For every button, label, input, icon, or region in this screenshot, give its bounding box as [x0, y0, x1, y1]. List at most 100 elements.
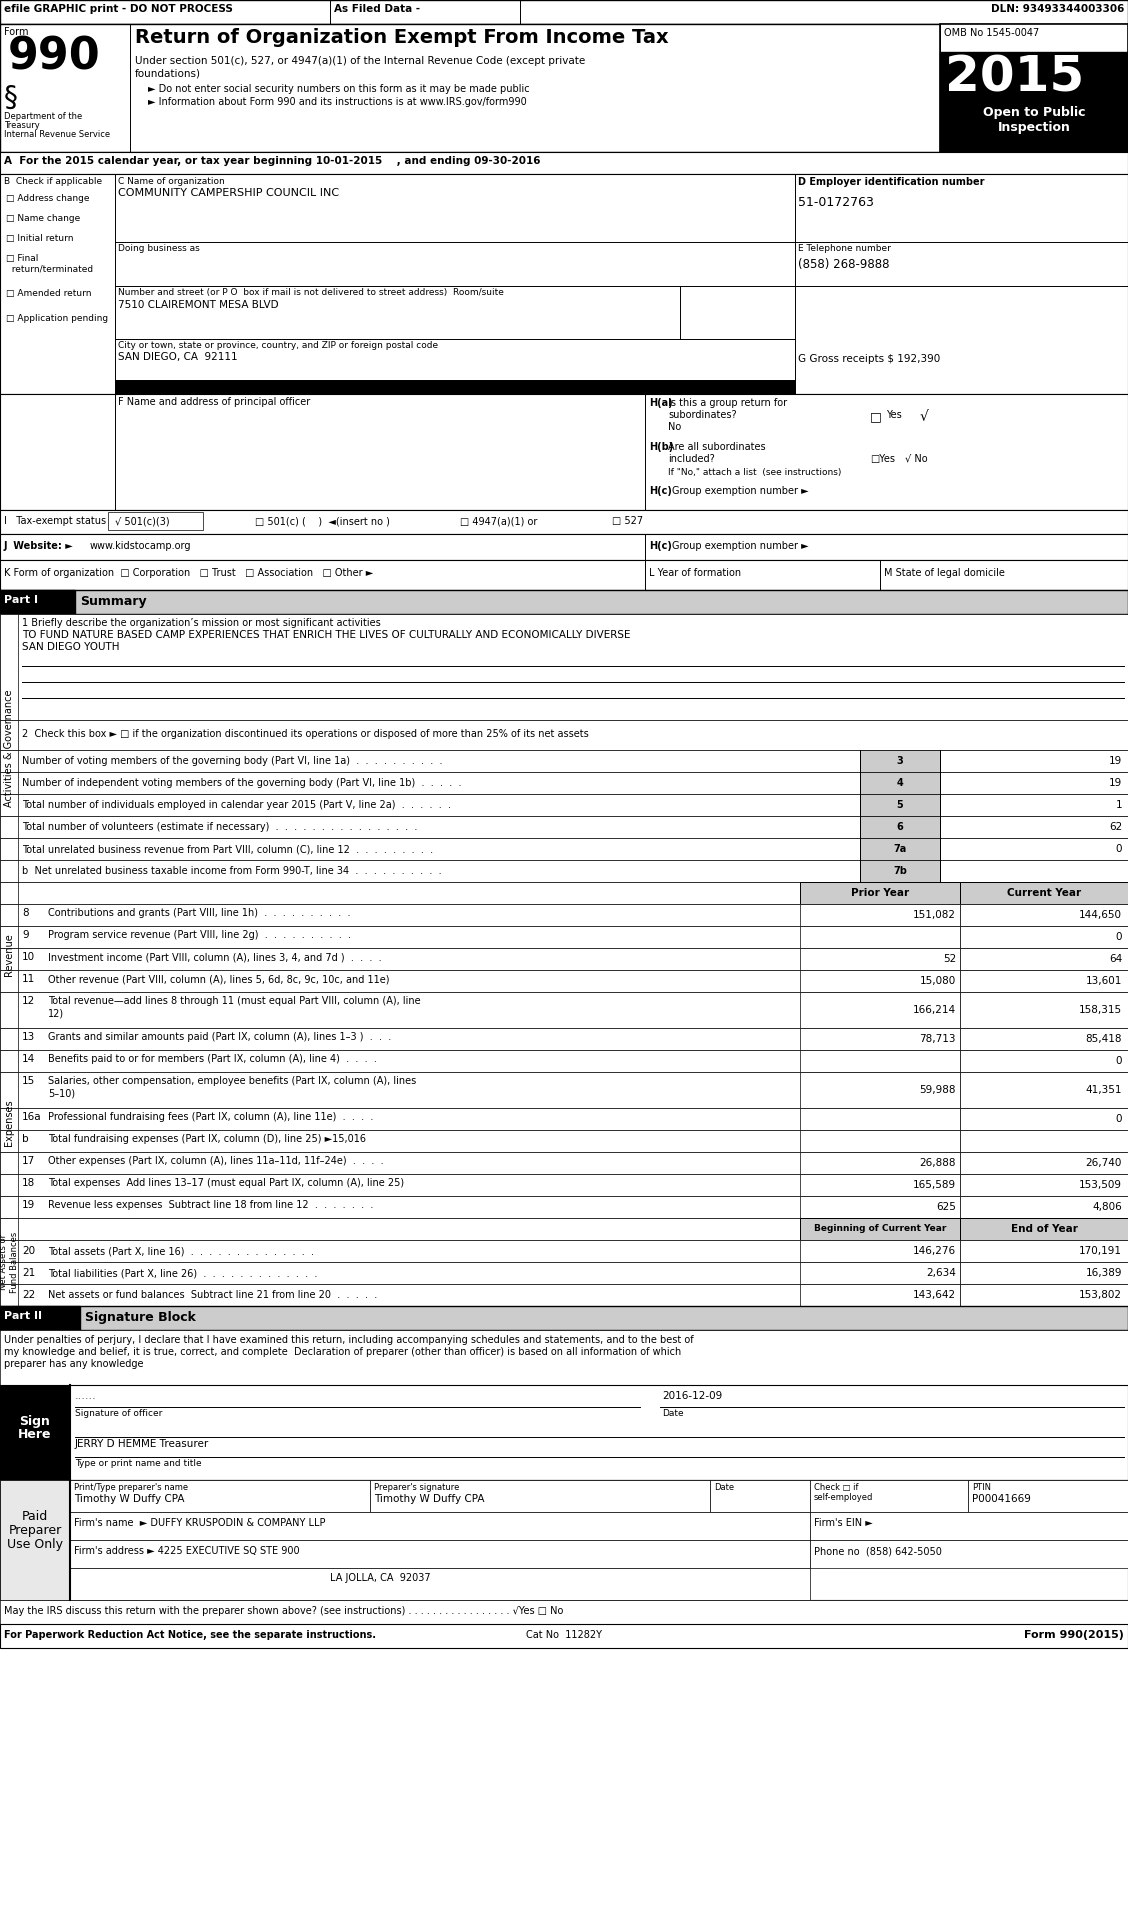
Bar: [960, 1028, 1128, 1051]
Text: Other expenses (Part IX, column (A), lines 11a–11d, 11f–24e)  .  .  .  .: Other expenses (Part IX, column (A), lin…: [49, 1156, 384, 1166]
Bar: [960, 905, 1128, 926]
Bar: [940, 772, 1128, 793]
Bar: [0, 1108, 18, 1130]
Bar: [800, 1197, 960, 1218]
Bar: [960, 1130, 1128, 1153]
Text: 151,082: 151,082: [913, 911, 957, 920]
Text: 7a: 7a: [893, 843, 907, 855]
Text: 158,315: 158,315: [1078, 1005, 1122, 1014]
Bar: [0, 1051, 18, 1072]
Text: 16a: 16a: [23, 1112, 42, 1122]
Bar: [940, 749, 1128, 772]
Text: 11: 11: [23, 974, 35, 984]
Text: H(a): H(a): [649, 398, 672, 407]
Text: Salaries, other compensation, employee benefits (Part IX, column (A), lines: Salaries, other compensation, employee b…: [49, 1076, 416, 1085]
Bar: [960, 1262, 1128, 1283]
Text: 13: 13: [23, 1032, 35, 1041]
Text: COMMUNITY CAMPERSHIP COUNCIL INC: COMMUNITY CAMPERSHIP COUNCIL INC: [118, 188, 340, 198]
Text: (858) 268-9888: (858) 268-9888: [797, 257, 890, 271]
Text: □ 527: □ 527: [613, 517, 643, 526]
Bar: [70, 1479, 370, 1512]
Bar: [0, 152, 1128, 175]
Text: 64: 64: [1109, 955, 1122, 964]
Text: □ Address change: □ Address change: [6, 194, 89, 204]
Bar: [960, 1197, 1128, 1218]
Bar: [0, 590, 1128, 615]
Bar: [800, 1028, 960, 1051]
Bar: [810, 1479, 968, 1512]
Text: Preparer's signature: Preparer's signature: [374, 1483, 459, 1493]
Bar: [0, 1623, 1128, 1648]
Bar: [0, 1197, 18, 1218]
Text: Signature of officer: Signature of officer: [74, 1408, 162, 1418]
Bar: [0, 1479, 1128, 1600]
Text: PTIN: PTIN: [972, 1483, 992, 1493]
Text: 143,642: 143,642: [913, 1291, 957, 1301]
Bar: [0, 720, 18, 749]
Text: Net assets or fund balances  Subtract line 21 from line 20  .  .  .  .  .: Net assets or fund balances Subtract lin…: [49, 1291, 377, 1301]
Bar: [0, 1262, 18, 1283]
Bar: [0, 561, 1128, 590]
Text: 3: 3: [897, 757, 904, 766]
Text: my knowledge and belief, it is true, correct, and complete  Declaration of prepa: my knowledge and belief, it is true, cor…: [5, 1347, 681, 1356]
Text: Here: Here: [18, 1427, 52, 1441]
Bar: [0, 882, 1128, 905]
Text: J  Website: ►: J Website: ►: [5, 542, 73, 551]
Bar: [800, 947, 960, 970]
Text: Number and street (or P O  box if mail is not delivered to street address)  Room: Number and street (or P O box if mail is…: [118, 288, 504, 298]
Bar: [0, 615, 18, 720]
Bar: [0, 1239, 1128, 1262]
Text: LA JOLLA, CA  92037: LA JOLLA, CA 92037: [329, 1573, 430, 1583]
Bar: [0, 1218, 1128, 1239]
Bar: [0, 793, 1128, 816]
Text: Activities & Governance: Activities & Governance: [5, 690, 14, 807]
Bar: [860, 749, 940, 772]
Text: Signature Block: Signature Block: [85, 1310, 196, 1324]
Text: included?: included?: [668, 453, 715, 465]
Text: self-employed: self-employed: [814, 1493, 873, 1502]
Bar: [0, 590, 74, 615]
Text: Return of Organization Exempt From Income Tax: Return of Organization Exempt From Incom…: [135, 29, 669, 46]
Bar: [0, 1130, 1128, 1153]
Text: Contributions and grants (Part VIII, line 1h)  .  .  .  .  .  .  .  .  .  .: Contributions and grants (Part VIII, lin…: [49, 909, 351, 918]
Bar: [0, 991, 18, 1028]
Bar: [940, 816, 1128, 838]
Text: SAN DIEGO YOUTH: SAN DIEGO YOUTH: [23, 642, 120, 651]
Bar: [0, 793, 18, 816]
Bar: [0, 720, 1128, 749]
Bar: [960, 1174, 1128, 1197]
Text: 14: 14: [23, 1055, 35, 1064]
Bar: [0, 1218, 18, 1239]
Text: 12): 12): [49, 1009, 64, 1018]
Text: 153,802: 153,802: [1079, 1291, 1122, 1301]
Text: §: §: [5, 85, 18, 111]
Text: □ 4947(a)(1) or: □ 4947(a)(1) or: [460, 517, 537, 526]
Text: Total liabilities (Part X, line 26)  .  .  .  .  .  .  .  .  .  .  .  .  .: Total liabilities (Part X, line 26) . . …: [49, 1268, 317, 1277]
Text: Revenue less expenses  Subtract line 18 from line 12  .  .  .  .  .  .  .: Revenue less expenses Subtract line 18 f…: [49, 1201, 373, 1210]
Bar: [960, 1051, 1128, 1072]
Text: 12: 12: [23, 995, 35, 1007]
Text: 51-0172763: 51-0172763: [797, 196, 874, 209]
Text: www.kidstocamp.org: www.kidstocamp.org: [90, 542, 192, 551]
Text: Sign: Sign: [19, 1416, 51, 1427]
Bar: [0, 1385, 70, 1479]
Bar: [0, 1153, 1128, 1174]
Text: 21: 21: [23, 1268, 35, 1277]
Text: SAN DIEGO, CA  92111: SAN DIEGO, CA 92111: [118, 352, 238, 361]
Text: □: □: [870, 409, 882, 423]
Bar: [810, 1512, 1128, 1541]
Bar: [960, 1239, 1128, 1262]
Text: Date: Date: [714, 1483, 734, 1493]
Bar: [960, 1283, 1128, 1306]
Text: Revenue: Revenue: [5, 934, 14, 976]
Text: Is this a group return for: Is this a group return for: [668, 398, 787, 407]
Text: Benefits paid to or for members (Part IX, column (A), line 4)  .  .  .  .: Benefits paid to or for members (Part IX…: [49, 1055, 377, 1064]
Text: 2015: 2015: [945, 54, 1084, 102]
Text: 1 Briefly describe the organization’s mission or most significant activities: 1 Briefly describe the organization’s mi…: [23, 619, 381, 628]
Bar: [70, 1568, 810, 1600]
Text: 19: 19: [1109, 778, 1122, 788]
Text: If "No," attach a list  (see instructions): If "No," attach a list (see instructions…: [668, 469, 841, 476]
Bar: [0, 1479, 70, 1600]
Bar: [960, 1072, 1128, 1108]
Text: 26,888: 26,888: [919, 1158, 957, 1168]
